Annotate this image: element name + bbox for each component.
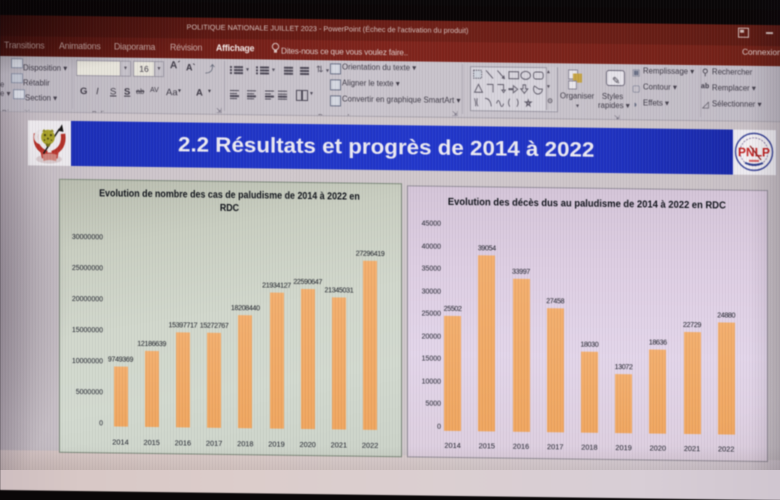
svg-text:PNLP: PNLP: [738, 145, 770, 159]
